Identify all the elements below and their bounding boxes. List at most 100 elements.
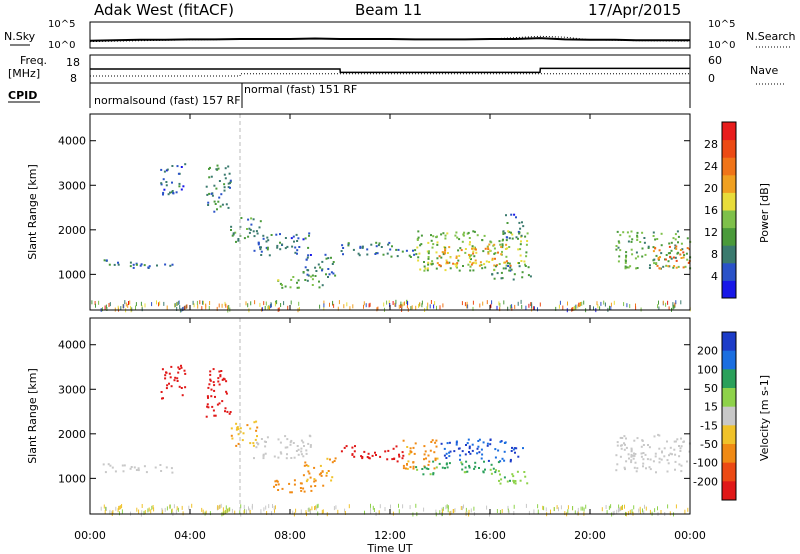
heatmap-cell <box>619 455 622 458</box>
heatmap-cell <box>464 251 467 254</box>
heatmap-cell <box>618 255 621 258</box>
heatmap-cell <box>427 261 430 264</box>
heatmap-cell <box>367 452 370 455</box>
heatmap-cell <box>183 369 186 372</box>
clutter-cell <box>178 300 180 305</box>
heatmap-cell <box>495 469 497 472</box>
heatmap-cell <box>207 386 210 389</box>
clutter-cell <box>290 300 292 305</box>
heatmap-cell <box>446 261 449 264</box>
heatmap-cell <box>445 259 448 262</box>
velocity-colorbar-tick: -200 <box>693 475 718 488</box>
heatmap-cell <box>631 238 634 241</box>
heatmap-cell <box>481 239 484 241</box>
heatmap-cell <box>275 233 278 236</box>
heatmap-cell <box>501 457 504 460</box>
heatmap-cell <box>147 266 150 269</box>
heatmap-cell <box>170 467 173 470</box>
heatmap-cell <box>668 245 671 248</box>
heatmap-cell <box>433 467 436 470</box>
heatmap-cell <box>669 252 671 255</box>
heatmap-cell <box>419 268 422 271</box>
clutter-cell <box>559 300 561 305</box>
clutter-cell <box>217 505 219 510</box>
heatmap-cell <box>295 450 298 452</box>
heatmap-cell <box>440 233 443 236</box>
heatmap-cell <box>455 255 458 258</box>
heatmap-cell <box>284 446 287 449</box>
heatmap-cell <box>216 208 218 211</box>
heatmap-cell <box>276 244 279 247</box>
heatmap-cell <box>207 406 210 409</box>
clutter-cell <box>239 510 241 514</box>
heatmap-cell <box>168 372 171 375</box>
heatmap-cell <box>618 241 621 244</box>
heatmap-cell <box>498 263 501 265</box>
heatmap-cell <box>248 227 251 230</box>
heatmap-cell <box>478 264 481 267</box>
heatmap-cell <box>464 453 467 456</box>
heatmap-cell <box>666 459 669 462</box>
heatmap-cell <box>309 444 312 447</box>
clutter-cell <box>221 303 223 308</box>
heatmap-cell <box>296 240 299 242</box>
heatmap-cell <box>425 467 428 470</box>
clutter-cell <box>642 508 643 513</box>
heatmap-cell <box>521 221 523 224</box>
heatmap-cell <box>473 247 476 249</box>
heatmap-cell <box>216 403 219 406</box>
heatmap-cell <box>176 377 179 380</box>
clutter-cell <box>406 304 408 309</box>
heatmap-cell <box>468 464 471 467</box>
heatmap-cell <box>508 231 511 234</box>
heatmap-cell <box>456 236 459 239</box>
heatmap-cell <box>206 405 209 408</box>
clutter-cell <box>401 304 403 309</box>
heatmap-cell <box>260 438 263 440</box>
heatmap-cell <box>444 269 447 272</box>
freq-series-group <box>90 67 690 77</box>
heatmap-cell <box>402 439 405 442</box>
heatmap-cell <box>379 455 382 458</box>
heatmap-cell <box>465 444 467 446</box>
heatmap-cell <box>366 253 369 256</box>
clutter-cell <box>106 307 108 311</box>
heatmap-cell <box>471 449 474 452</box>
clutter-cell <box>564 511 566 516</box>
heatmap-cell <box>217 377 220 380</box>
heatmap-cell <box>679 447 682 450</box>
heatmap-cell <box>359 245 362 248</box>
heatmap-cell <box>431 262 434 265</box>
heatmap-cell <box>505 214 507 217</box>
clutter-cell <box>486 505 488 510</box>
heatmap-cell <box>667 252 670 255</box>
heatmap-cell <box>659 256 661 259</box>
clutter-cell <box>229 507 231 512</box>
power-colorbar-tick: 28 <box>704 138 718 151</box>
heatmap-cell <box>280 452 283 455</box>
heatmap-cell <box>321 470 324 473</box>
clutter-cell <box>460 506 462 510</box>
clutter-cell <box>439 510 441 515</box>
heatmap-cell <box>658 447 661 450</box>
heatmap-cell <box>246 228 248 230</box>
heatmap-cell <box>501 246 504 249</box>
clutter-cell <box>667 300 669 305</box>
clutter-cell <box>472 306 474 311</box>
clutter-cell <box>609 305 610 310</box>
heatmap-cell <box>467 231 470 234</box>
heatmap-cell <box>207 396 209 399</box>
heatmap-cell <box>506 480 509 483</box>
heatmap-cell <box>429 473 432 476</box>
heatmap-cell <box>428 460 431 463</box>
heatmap-cell <box>169 191 171 194</box>
heatmap-cell <box>667 260 670 263</box>
heatmap-cell <box>176 380 179 382</box>
heatmap-cell <box>427 256 430 258</box>
heatmap-cell <box>642 458 645 461</box>
heatmap-cell <box>306 256 309 259</box>
clutter-cell <box>153 507 155 512</box>
heatmap-cell <box>443 454 446 457</box>
heatmap-cell <box>648 446 651 449</box>
heatmap-cell <box>435 466 438 469</box>
